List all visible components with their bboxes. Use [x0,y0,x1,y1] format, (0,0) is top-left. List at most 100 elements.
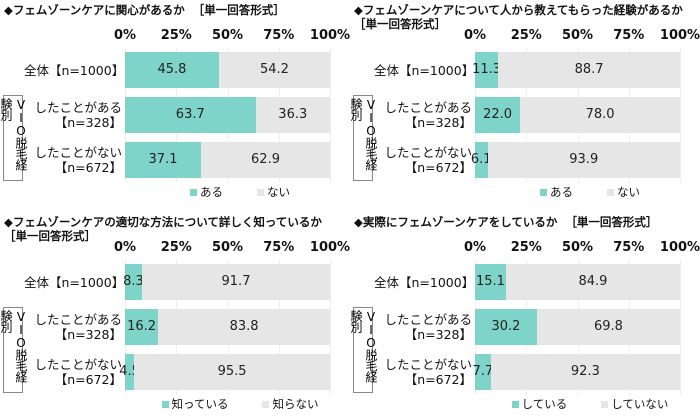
legend-item: 知らない [262,396,318,412]
value-label: 54.2 [259,62,289,77]
legend-item: している [511,396,567,412]
group-label: VIO脱毛経験別 [349,95,378,181]
value-label: 30.2 [491,319,521,334]
legend-swatch [257,188,264,196]
value-label: 62.9 [251,152,280,167]
category-label: したことがある【n=328】 [384,100,472,130]
category-label: 全体【n=1000】 [24,274,125,290]
value-label: 45.8 [157,62,187,77]
grid-line [680,48,681,183]
category-label: したことがない【n=672】 [34,357,122,387]
legend-label: ない [267,185,290,199]
value-label: 11.3 [472,62,502,77]
chart-title-block: ◆フェムゾーンケアに関心があるか ［単一回答形式］ [4,3,349,17]
bar-segment [142,264,330,300]
x-tick-label: 0% [463,240,487,255]
chart-subtitle: ［単一回答形式］ [354,17,446,31]
x-tick-label: 75% [263,240,295,255]
x-tick-label: 0% [463,28,487,43]
legend-swatch [190,188,197,196]
category-label: 全体【n=1000】 [374,62,475,78]
grid-line [680,260,681,395]
bar-segment [125,264,142,300]
legend-swatch [540,188,547,196]
chart-title-block: ◆フェムゾーンケアの適切な方法について詳しく知っているか ［単一回答形式］ [4,215,349,243]
chart-subtitle: ［単一回答形式］ [192,3,285,17]
value-label: 16.2 [127,319,157,334]
category-label: したことがある【n=328】 [34,100,122,130]
legend-item: ない [257,184,290,200]
bar-segment [158,309,330,345]
x-tick-label: 100% [659,28,700,43]
x-tick-label: 25% [510,240,542,255]
value-label: 83.8 [229,319,259,334]
value-label: 95.5 [217,364,247,379]
category-label: 全体【n=1000】 [374,274,475,290]
chart-title: ◆フェムゾーンケアの適切な方法について詳しく知っているか [4,215,322,229]
legend-label: 知っている [171,397,229,411]
value-label: 78.0 [585,107,615,122]
category-label: したことがない【n=672】 [384,145,472,175]
legend-swatch [607,188,614,196]
bar-segment [125,309,159,345]
category-label: 全体【n=1000】 [24,62,125,78]
group-label: VIO脱毛経験別 [0,95,28,181]
x-tick-label: 75% [613,28,645,43]
legend-swatch [161,400,169,408]
x-tick-label: 100% [309,28,351,43]
bar-segment [134,354,330,390]
bar-segment [498,52,680,88]
bar-segment [255,97,330,133]
bar-segment [475,142,488,178]
chart-title-block: ◆フェムゾーンケアについて人から教えてもらった経験があるか ［単一回答形式］ [354,3,699,31]
legend-item: ある [540,184,573,200]
bar-segment [125,354,135,390]
group-label: VIO脱毛経験別 [349,307,378,393]
bar-segment [475,97,521,133]
chart-title-block: ◆実際にフェムゾーンケアをしているか ［単一回答形式］ [354,215,699,229]
value-label: 92.3 [570,364,600,379]
legend-item: ない [607,184,640,200]
x-tick-label: 25% [510,28,542,43]
x-tick-label: 0% [113,240,137,255]
value-label: 8.3 [123,274,144,289]
legend-label: していない [611,397,669,411]
legend-swatch [601,400,609,408]
category-label: したことがある【n=328】 [384,312,472,342]
legend: ある ない [500,184,680,200]
bar-segment [475,52,499,88]
bar-segment [536,309,680,345]
bar-segment [475,354,491,390]
value-label: 6.1 [470,152,492,167]
x-tick-label: 75% [263,28,295,43]
legend-label: ある [550,185,573,199]
value-label: 91.7 [221,274,251,289]
bar-segment [475,309,537,345]
x-tick-label: 50% [211,28,244,43]
x-tick-label: 50% [211,240,244,255]
value-label: 15.1 [475,274,505,289]
chart-title: ◆フェムゾーンケアについて人から教えてもらった経験があるか [354,3,683,17]
value-label: 22.0 [483,107,513,122]
bar-segment [487,142,680,178]
bar-segment [125,97,256,133]
value-label: 7.7 [472,364,494,379]
value-label: 88.7 [574,62,604,77]
legend-item: 知っている [161,396,229,412]
legend-swatch [511,400,519,408]
bar-segment [505,264,680,300]
bar-segment [520,97,680,133]
value-label: 69.8 [593,319,623,334]
value-label: 93.9 [569,152,599,167]
legend-label: ある [200,185,223,199]
value-label: 63.7 [175,107,205,122]
bar-segment [490,354,680,390]
bar-segment [125,52,219,88]
chart-title: ◆実際にフェムゾーンケアをしているか [354,215,558,229]
x-tick-label: 100% [309,240,351,255]
legend: 知っている 知らない [150,396,330,412]
x-tick-label: 75% [613,240,645,255]
x-tick-label: 25% [160,240,192,255]
legend: ある ない [150,184,330,200]
